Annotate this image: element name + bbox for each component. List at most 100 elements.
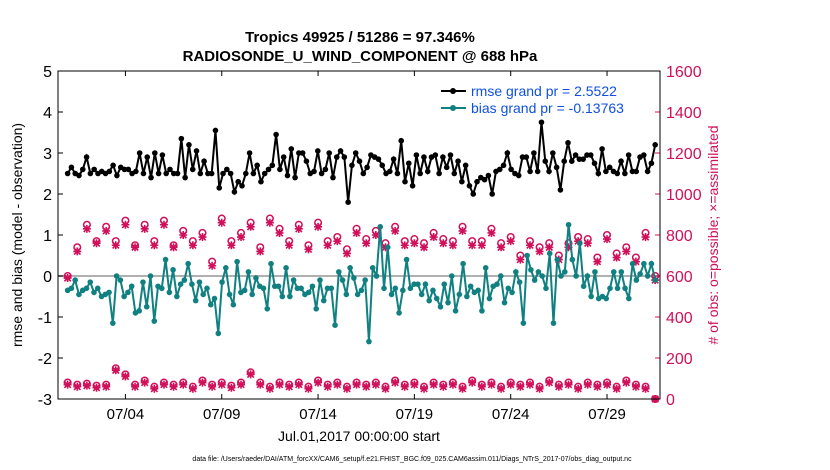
y-tick-label-left: 4 bbox=[43, 105, 52, 122]
bias-point bbox=[641, 260, 647, 267]
obs-assimilated-point bbox=[73, 382, 82, 391]
bias-point bbox=[603, 295, 610, 302]
rmse-point bbox=[603, 168, 609, 175]
rmse-point bbox=[79, 166, 86, 173]
obs-assimilated-point bbox=[410, 380, 419, 389]
rmse-point bbox=[235, 178, 242, 185]
obs-assimilated-point bbox=[285, 241, 294, 250]
obs-assimilated-point bbox=[420, 243, 429, 252]
rmse-point bbox=[91, 166, 97, 173]
rmse-point bbox=[106, 168, 113, 175]
bias-point bbox=[626, 295, 632, 302]
rmse-point bbox=[201, 158, 207, 164]
bias-point bbox=[396, 310, 402, 316]
bias-point bbox=[219, 279, 225, 285]
y-tick-label-left: 3 bbox=[43, 146, 52, 163]
obs-assimilated-point bbox=[275, 380, 284, 389]
bias-point bbox=[543, 285, 549, 292]
obs-assimilated-point bbox=[208, 382, 217, 391]
obs-assimilated-point bbox=[352, 228, 361, 237]
obs-assimilated-point bbox=[314, 378, 323, 387]
obs-assimilated-point bbox=[131, 243, 140, 252]
bias-point bbox=[94, 285, 101, 292]
bias-point bbox=[403, 256, 410, 263]
rmse-point bbox=[364, 164, 370, 171]
y-tick-label-right: 0 bbox=[666, 392, 675, 409]
bias-point bbox=[87, 279, 94, 285]
obs-assimilated-point bbox=[448, 241, 457, 250]
obs-assimilated-point bbox=[583, 239, 592, 248]
legend-label-bias: bias grand pr = -0.13763 bbox=[471, 100, 624, 116]
obs-assimilated-point bbox=[111, 241, 120, 250]
y-tick-label-left: 5 bbox=[43, 64, 52, 81]
bias-point bbox=[535, 269, 542, 275]
rmse-point bbox=[387, 168, 393, 175]
rmse-point bbox=[413, 152, 420, 158]
rmse-point bbox=[553, 164, 560, 171]
bias-point bbox=[558, 273, 564, 279]
rmse-point bbox=[470, 191, 477, 197]
rmse-point bbox=[239, 183, 245, 189]
chart-title-line2: RADIOSONDE_U_WIND_COMPONENT @ 688 hPa bbox=[183, 48, 538, 65]
bias-point bbox=[433, 295, 440, 302]
obs-assimilated-point bbox=[506, 237, 515, 246]
obs-assimilated-point bbox=[525, 380, 534, 389]
obs-assimilated-point bbox=[256, 247, 265, 256]
obs-assimilated-point bbox=[198, 233, 207, 242]
rmse-point bbox=[542, 158, 549, 164]
rmse-point bbox=[83, 154, 90, 160]
bias-point bbox=[204, 285, 210, 292]
bias-point bbox=[125, 289, 131, 296]
bias-point bbox=[275, 283, 282, 290]
rmse-point bbox=[432, 152, 439, 158]
obs-assimilated-point bbox=[265, 384, 274, 393]
bias-point bbox=[516, 279, 523, 285]
obs-assimilated-point bbox=[237, 233, 246, 242]
obs-assimilated-point bbox=[140, 378, 149, 387]
obs-assimilated-point bbox=[516, 382, 525, 391]
obs-assimilated-point bbox=[217, 218, 226, 227]
rmse-point bbox=[189, 166, 196, 173]
obs-assimilated-point bbox=[198, 378, 207, 387]
rmse-point bbox=[405, 160, 412, 167]
rmse-point bbox=[641, 152, 647, 158]
bias-point bbox=[445, 299, 451, 306]
bias-point bbox=[501, 299, 508, 306]
rmse-point bbox=[186, 142, 192, 148]
rmse-point bbox=[64, 170, 71, 177]
bias-point bbox=[573, 273, 579, 279]
bias-point bbox=[283, 265, 289, 271]
rmse-point bbox=[315, 148, 321, 154]
rmse-point bbox=[443, 164, 450, 171]
rmse-point bbox=[193, 148, 200, 154]
rmse-point bbox=[258, 178, 264, 185]
obs-assimilated-point bbox=[506, 380, 515, 389]
bias-point bbox=[652, 277, 658, 283]
rmse-point bbox=[250, 170, 257, 177]
bias-point bbox=[430, 287, 436, 294]
bias-point bbox=[343, 291, 350, 298]
rmse-point bbox=[280, 154, 287, 160]
rmse-point bbox=[178, 135, 185, 142]
obs-assimilated-point bbox=[420, 384, 429, 393]
obs-assimilated-point bbox=[487, 228, 496, 237]
bias-point bbox=[373, 273, 380, 279]
bias-point bbox=[298, 285, 304, 292]
bias-point bbox=[177, 281, 184, 288]
bias-point bbox=[520, 320, 527, 326]
obs-assimilated-point bbox=[535, 384, 544, 393]
obs-assimilated-point bbox=[400, 382, 409, 391]
bias-point bbox=[305, 289, 312, 296]
chart-title-line1: Tropics 49925 / 51286 = 97.346% bbox=[245, 29, 475, 46]
obs-assimilated-point bbox=[150, 384, 159, 393]
rmse-point bbox=[409, 183, 416, 189]
rmse-point bbox=[341, 154, 348, 160]
rmse-point bbox=[504, 150, 511, 156]
rmse-point bbox=[269, 162, 276, 169]
rmse-point bbox=[561, 158, 568, 164]
rmse-point bbox=[167, 166, 173, 173]
obs-assimilated-point bbox=[294, 224, 303, 233]
bias-point bbox=[494, 281, 500, 288]
rmse-point bbox=[633, 168, 640, 175]
